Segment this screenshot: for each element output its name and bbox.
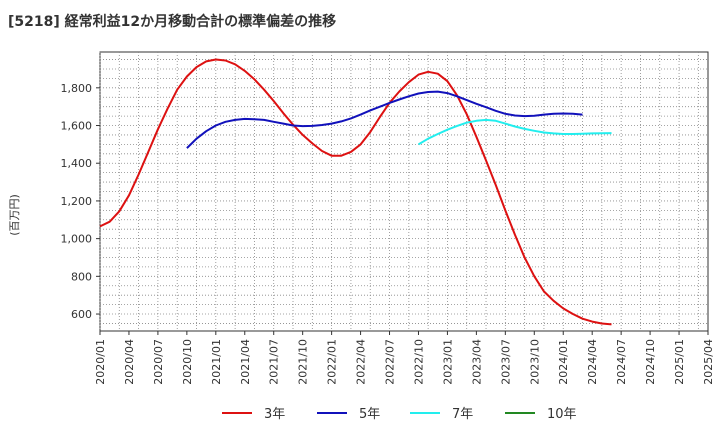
y-tick-label: 1,000 (61, 233, 93, 246)
chart-title: [5218] 経常利益12か月移動合計の標準偏差の推移 (8, 13, 336, 30)
series-lines (99, 58, 612, 326)
x-tick-label: 2021/07 (268, 339, 281, 385)
legend-label: 3年 (264, 407, 285, 422)
y-tick-label: 1,600 (61, 120, 93, 133)
x-tick-label: 2021/01 (210, 339, 223, 385)
y-tick-label: 1,800 (61, 82, 93, 95)
x-tick-label: 2020/10 (181, 339, 194, 385)
y-axis: 600 800 1,000 1,200 1,400 1,600 1,800 (61, 82, 100, 321)
x-tick-label: 2022/10 (412, 339, 425, 385)
x-tick-label: 2020/04 (123, 339, 136, 385)
x-tick-label: 2022/07 (384, 339, 397, 385)
x-tick-label: 2022/01 (326, 339, 339, 385)
legend-label: 7年 (452, 407, 473, 422)
x-tick-label: 2020/01 (94, 339, 107, 385)
x-tick-label: 2024/10 (644, 339, 657, 385)
x-tick-label: 2023/04 (470, 339, 483, 385)
legend-label: 5年 (359, 407, 380, 422)
x-tick-label: 2024/07 (615, 339, 628, 385)
x-tick-label: 2021/10 (297, 339, 310, 385)
y-tick-label: 600 (71, 308, 92, 321)
x-tick-label: 2024/01 (557, 339, 570, 385)
x-tick-label: 2025/04 (702, 339, 715, 385)
series-line-7年 (417, 118, 612, 146)
x-tick-label: 2020/07 (152, 339, 165, 385)
y-tick-label: 1,200 (61, 195, 93, 208)
x-tick-label: 2023/10 (528, 339, 541, 385)
x-tick-label: 2023/01 (441, 339, 454, 385)
x-tick-label: 2023/07 (499, 339, 512, 385)
series-line-5年 (186, 90, 583, 149)
y-tick-label: 800 (71, 270, 92, 283)
y-axis-label: (百万円) (8, 194, 21, 236)
legend: 3年 5年 7年 10年 (222, 407, 577, 422)
x-tick-label: 2022/04 (355, 339, 368, 385)
x-tick-label: 2025/01 (673, 339, 686, 385)
series-line-3年 (99, 58, 612, 326)
y-tick-label: 1,400 (61, 157, 93, 170)
x-tick-label: 2021/04 (239, 339, 252, 385)
legend-label: 10年 (547, 407, 577, 422)
x-tick-label: 2024/04 (586, 339, 599, 385)
x-axis: 2020/01 2020/04 2020/07 2020/10 2021/01 2021/… (94, 331, 715, 385)
